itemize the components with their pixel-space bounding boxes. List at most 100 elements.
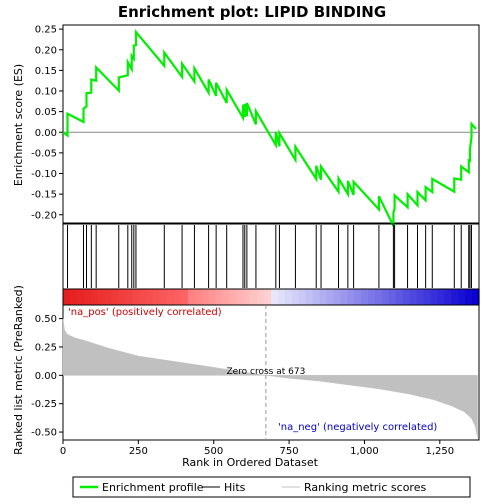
x-axis-title: Rank in Ordered Dataset xyxy=(182,456,319,469)
heatmap-segment xyxy=(381,289,390,305)
es-y-tick-label: -0.10 xyxy=(31,169,57,180)
hits-frame xyxy=(62,223,480,290)
heatmap-segment xyxy=(319,289,328,305)
heatmap-segment xyxy=(76,289,85,305)
metric-y-tick-label: 0.50 xyxy=(35,314,57,325)
heatmap-segment xyxy=(312,289,321,305)
legend-label: Enrichment profile xyxy=(102,481,204,494)
enrichment-profile-line xyxy=(62,28,477,227)
heatmap-segment xyxy=(257,289,265,305)
heatmap-segment xyxy=(375,289,383,305)
heatmap-segment xyxy=(298,289,307,305)
heatmap-segment xyxy=(326,289,334,305)
es-y-axis-title: Enrichment score (ES) xyxy=(12,64,25,186)
heatmap-segment xyxy=(465,289,473,305)
heatmap-segment xyxy=(416,289,425,305)
heatmap-segment xyxy=(194,289,203,305)
heatmap-segment xyxy=(153,289,161,305)
metric-y-axis-title: Ranked list metric (PreRanked) xyxy=(12,285,25,455)
heatmap-segment xyxy=(347,289,355,305)
es-y-tick-label: 0.15 xyxy=(35,66,57,77)
x-tick-label: 500 xyxy=(204,446,223,457)
legend-frame xyxy=(72,476,471,498)
metric-y-tick-label: -0.25 xyxy=(31,399,57,410)
heatmap-segment xyxy=(215,289,224,305)
es-y-tick-label: -0.05 xyxy=(31,148,57,159)
heatmap-segment xyxy=(437,289,445,305)
es-y-tick-label: -0.20 xyxy=(31,210,57,221)
heatmap-segment xyxy=(132,289,140,305)
heatmap-segment xyxy=(250,289,258,305)
heatmap-segment xyxy=(305,289,314,305)
heatmap-segment xyxy=(333,289,341,305)
heatmap-segment xyxy=(291,289,300,305)
zero-cross-label: Zero cross at 673 xyxy=(226,367,305,377)
es-y-tick-label: 0.20 xyxy=(35,45,57,56)
heatmap-segment xyxy=(173,289,182,305)
metric-y-tick-label: 0.25 xyxy=(35,342,57,353)
heatmap-segment xyxy=(284,289,293,305)
heatmap-segment xyxy=(472,289,480,305)
heatmap-segment xyxy=(125,289,133,305)
legend: Enrichment profile Hits Ranking metric sco… xyxy=(72,476,471,498)
heatmap-segment xyxy=(63,289,71,305)
heatmap-segment xyxy=(111,289,120,305)
legend-label: Hits xyxy=(224,481,246,494)
heatmap-segment xyxy=(340,289,348,305)
heatmap-segment xyxy=(236,289,244,305)
es-y-tick-label: 0.10 xyxy=(35,87,57,98)
heatmap-segment xyxy=(139,289,147,305)
heatmap-segment xyxy=(458,289,466,305)
metric-y-tick-label: -0.50 xyxy=(31,428,57,439)
heatmap-segment xyxy=(395,289,404,305)
metric-panel: -0.50 -0.25 0.00 0.25 0.50 'na_pos' (positive… xyxy=(31,304,480,457)
heatmap-segment xyxy=(361,289,369,305)
heatmap-segment xyxy=(160,289,168,305)
heatmap-segment xyxy=(451,289,459,305)
heatmap-segment xyxy=(146,289,154,305)
heatmap-segment xyxy=(69,289,78,305)
heatmap-segment xyxy=(430,289,438,305)
heatmap-segment xyxy=(83,289,92,305)
es-y-tick-label: -0.15 xyxy=(31,190,57,201)
heatmap-segment xyxy=(90,289,99,305)
es-y-tick-label: 0.25 xyxy=(35,25,57,36)
x-tick-label: 250 xyxy=(129,446,148,457)
x-tick-label: 750 xyxy=(280,446,299,457)
positive-correlation-label: 'na_pos' (positively correlated) xyxy=(68,307,222,318)
negative-correlation-label: 'na_neg' (negatively correlated) xyxy=(278,422,437,433)
x-tick-label: 1,250 xyxy=(425,446,454,457)
heatmap-segment xyxy=(180,289,189,305)
heatmap-segment xyxy=(187,289,196,305)
rank-heatmap-bar xyxy=(62,288,480,306)
heatmap-segment xyxy=(271,289,279,305)
heatmap-segment xyxy=(118,289,126,305)
heatmap-segment xyxy=(402,289,411,305)
heatmap-segment xyxy=(167,289,175,305)
heatmap-segment xyxy=(222,289,230,305)
ranking-metric-area xyxy=(62,318,478,438)
metric-y-tick-label: 0.00 xyxy=(35,371,57,382)
heatmap-segment xyxy=(409,289,418,305)
es-panel: -0.20 -0.15 -0.10 -0.05 0.00 0.05 0.10 0.15 0.20… xyxy=(31,24,480,290)
x-tick-label: 1,000 xyxy=(350,446,379,457)
es-y-tick-label: 0.05 xyxy=(35,107,57,118)
chart-title: Enrichment plot: LIPID BINDING xyxy=(118,3,386,21)
heatmap-segment xyxy=(201,289,210,305)
heatmap-segment xyxy=(444,289,452,305)
heatmap-segment xyxy=(354,289,362,305)
heatmap-segment xyxy=(208,289,217,305)
heatmap-segment xyxy=(388,289,397,305)
heatmap-segment xyxy=(97,289,106,305)
es-y-tick-label: 0.00 xyxy=(35,128,57,139)
heatmap-segment xyxy=(229,289,237,305)
heatmap-segment xyxy=(104,289,113,305)
heatmap-segment xyxy=(243,289,251,305)
heatmap-segment xyxy=(264,289,272,305)
heatmap-segment xyxy=(277,289,286,305)
heatmap-segment xyxy=(368,289,376,305)
x-tick-label: 0 xyxy=(60,446,66,457)
legend-label: Ranking metric scores xyxy=(304,481,426,494)
